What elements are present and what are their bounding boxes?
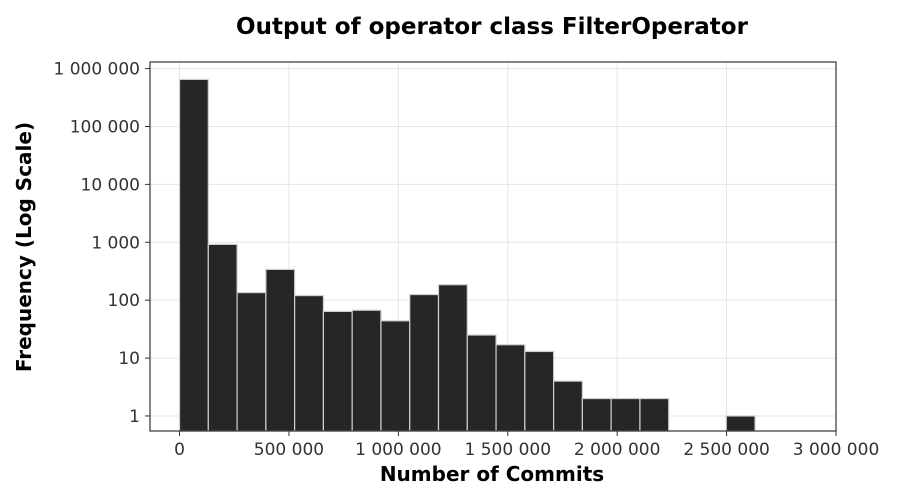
bar-8 (409, 293, 440, 432)
x-tick-label-2: 1 000 000 (355, 440, 442, 460)
bar-6 (351, 309, 382, 432)
x-tick-label-6: 3 000 000 (793, 440, 880, 460)
bars (178, 78, 756, 432)
bar-19 (725, 415, 756, 432)
bar-10 (466, 334, 497, 432)
y-tick-label-0: 1 (129, 407, 140, 427)
x-axis: 0 500 000 1 000 000 1 500 000 2 000 000 2 500… (174, 431, 879, 460)
bar-14 (581, 397, 612, 432)
bar-3 (265, 268, 296, 432)
chart-title: Output of operator class FilterOperator (236, 14, 749, 40)
y-axis: 1 10 100 1 000 10 000 100 000 1 000 000 (53, 60, 150, 427)
bar-12 (524, 350, 555, 432)
bar-15 (610, 397, 641, 432)
plot-frame (149, 61, 837, 432)
grid (150, 62, 837, 431)
y-tick-label-3: 1 000 (91, 233, 140, 253)
bar-0 (178, 78, 209, 432)
bar-4 (294, 294, 325, 432)
bar-9 (437, 284, 468, 432)
y-tick-label-1: 10 (118, 349, 140, 369)
y-tick-label-5: 100 000 (70, 117, 140, 137)
x-tick-label-1: 500 000 (254, 440, 324, 460)
x-tick-label-0: 0 (174, 440, 185, 460)
x-tick-label-3: 1 500 000 (465, 440, 552, 460)
bar-1 (207, 243, 238, 432)
bar-11 (495, 344, 526, 432)
y-tick-label-6: 1 000 000 (53, 60, 140, 80)
y-tick-label-2: 100 (108, 291, 140, 311)
x-tick-label-5: 2 500 000 (683, 440, 770, 460)
bar-2 (236, 292, 267, 432)
x-tick-label-4: 2 000 000 (574, 440, 661, 460)
x-axis-label: Number of Commits (380, 462, 604, 486)
y-axis-label: Frequency (Log Scale) (12, 122, 36, 372)
bar-16 (639, 397, 670, 432)
bar-13 (553, 380, 583, 432)
bar-7 (380, 320, 411, 432)
y-tick-label-4: 10 000 (81, 175, 140, 195)
bar-5 (322, 310, 353, 432)
